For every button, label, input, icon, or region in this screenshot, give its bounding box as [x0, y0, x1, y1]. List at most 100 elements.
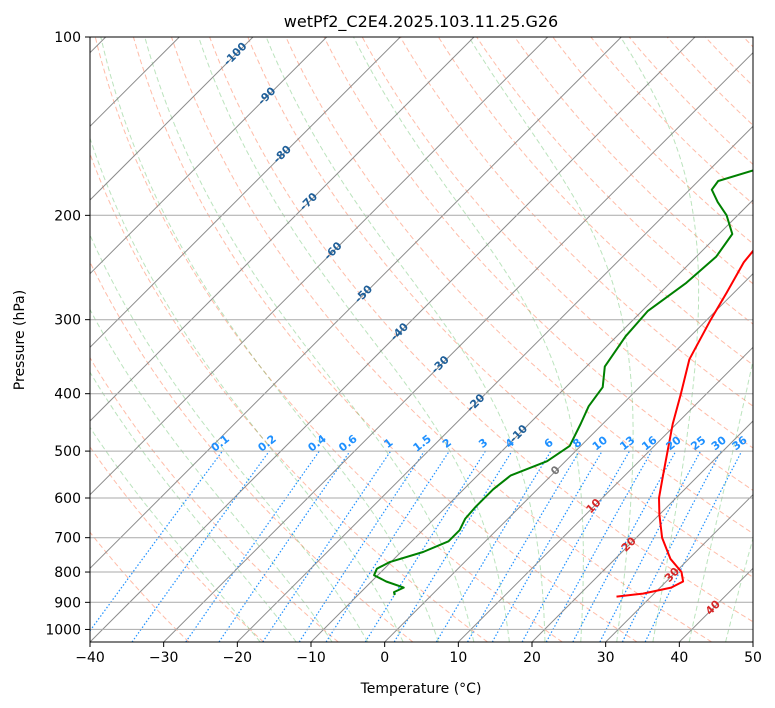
y-tick-label: 300: [54, 313, 81, 329]
dry-adiabat-line: [590, 37, 753, 205]
x-tick-label: 50: [744, 650, 762, 666]
dry-adiabat-line: [285, 37, 753, 535]
y-tick-label: 200: [54, 208, 81, 224]
isotherm-line: [90, 37, 475, 422]
isotherm-line: [90, 37, 328, 275]
isotherm-line: [752, 641, 753, 642]
mixing-ratio-line: [262, 450, 392, 642]
isotherm-line: [531, 420, 753, 642]
background-lines: [90, 37, 753, 642]
mixing-ratio-line: [131, 450, 270, 642]
isotherm-line: [90, 37, 254, 201]
mixing-ratio-label: 6: [542, 436, 556, 451]
moist-adiabat-line: [144, 37, 475, 642]
isotherm-line: [163, 51, 753, 642]
moist-adiabat-line: [688, 358, 753, 642]
moist-adiabat-line: [90, 136, 404, 642]
moist-adiabat-line: [198, 37, 510, 642]
temperature-profile-line: [616, 249, 753, 598]
y-axis-label: Pressure (hPa): [12, 290, 28, 390]
dewpoint-profile-line: [373, 169, 753, 596]
mixing-ratio-line: [572, 450, 677, 642]
dry-adiabat-line: [514, 37, 753, 285]
moist-adiabat-line: [90, 426, 261, 642]
x-tick-label: −30: [149, 650, 179, 666]
mixing-ratio-line: [521, 450, 631, 642]
moist-adiabat-line: [725, 536, 753, 642]
dry-adiabat-line: [743, 37, 753, 48]
dry-adiabat-line: [90, 356, 339, 642]
moist-adiabat-line: [468, 37, 634, 642]
dry-adiabat-line: [90, 446, 264, 642]
y-tick-label: 500: [54, 444, 81, 460]
dry-adiabat-line: [247, 37, 753, 578]
mixing-ratio-label: 1: [382, 436, 396, 451]
dry-adiabat-line: [666, 37, 753, 126]
mixing-ratio-label: 3: [476, 436, 490, 451]
dry-adiabat-line: [437, 37, 753, 366]
x-tick-label: −10: [296, 650, 326, 666]
mixing-ratio-label: 25: [688, 434, 708, 454]
moist-adiabat-line: [90, 308, 333, 642]
mixing-ratio-line: [644, 450, 743, 642]
mixing-ratio-line: [435, 450, 552, 642]
grid-lines: [90, 37, 753, 642]
dry-adiabat-line: [704, 37, 753, 87]
dry-adiabat-line: [94, 37, 563, 642]
x-axis-label: Temperature (°C): [360, 681, 482, 697]
mixing-ratio-line: [90, 450, 223, 632]
mixing-ratio-label: 10: [590, 433, 610, 453]
isotherm-line: [457, 346, 753, 642]
isotherm-line: [310, 199, 753, 642]
mixing-ratio-line: [185, 450, 320, 642]
isotherm-label: -30: [429, 353, 452, 376]
x-tick-label: 30: [597, 650, 615, 666]
chart-title: wetPf2_C2E4.2025.103.11.25.G26: [284, 12, 558, 32]
mixing-ratio-line: [364, 450, 486, 642]
moist-adiabat-label: 30: [662, 565, 682, 585]
mixing-ratio-line: [218, 450, 351, 642]
isotherm-line: [90, 37, 549, 496]
isotherm-line: [678, 567, 753, 642]
mixing-ratio-label: 16: [639, 433, 659, 453]
mixing-ratio-label: 20: [664, 433, 684, 453]
x-tick-label: −40: [75, 650, 105, 666]
dry-adiabat-line: [323, 37, 753, 491]
mixing-ratio-label: 30: [709, 433, 729, 453]
mixing-ratio-line: [621, 450, 722, 642]
isotherm-line: [605, 493, 753, 642]
isotherm-line: [90, 37, 696, 642]
x-tick-label: 0: [380, 650, 389, 666]
isotherm-line: [90, 37, 401, 349]
dry-adiabat-line: [552, 37, 753, 245]
x-tick-label: 40: [670, 650, 688, 666]
mixing-ratio-line: [393, 450, 513, 642]
moist-adiabat-line: [620, 37, 700, 642]
mixing-ratio-line: [599, 450, 702, 642]
y-tick-label: 900: [54, 595, 81, 611]
isotherm-line: [384, 272, 753, 642]
y-tick-label: 1000: [45, 622, 81, 638]
mixing-ratio-line: [298, 450, 425, 642]
moist-adiabat-line: [265, 37, 546, 642]
mixing-ratio-label: 13: [617, 434, 637, 454]
x-tick-label: 10: [449, 650, 467, 666]
dry-adiabat-line: [399, 37, 753, 407]
dry-adiabat-line: [209, 37, 753, 623]
isotherm-line: [236, 125, 753, 642]
y-tick-label: 600: [54, 491, 81, 507]
axis-ticks: −40 −30 −20 −10 0 10 20 30 40 50 100 200 300 400 500 60…: [45, 30, 762, 666]
y-tick-label: 400: [54, 387, 81, 403]
mixing-ratio-line: [545, 450, 653, 642]
y-tick-label: 800: [54, 565, 81, 581]
mixing-ratio-line: [325, 450, 450, 642]
dry-adiabat-line: [90, 152, 488, 642]
dry-adiabat-line: [361, 37, 753, 449]
dry-adiabat-line: [90, 531, 190, 642]
profile-series: [373, 169, 753, 598]
isotherm-line: [90, 37, 622, 570]
moist-adiabat-line: [100, 37, 439, 642]
x-tick-label: −20: [223, 650, 253, 666]
plot-frame: [89, 36, 754, 643]
